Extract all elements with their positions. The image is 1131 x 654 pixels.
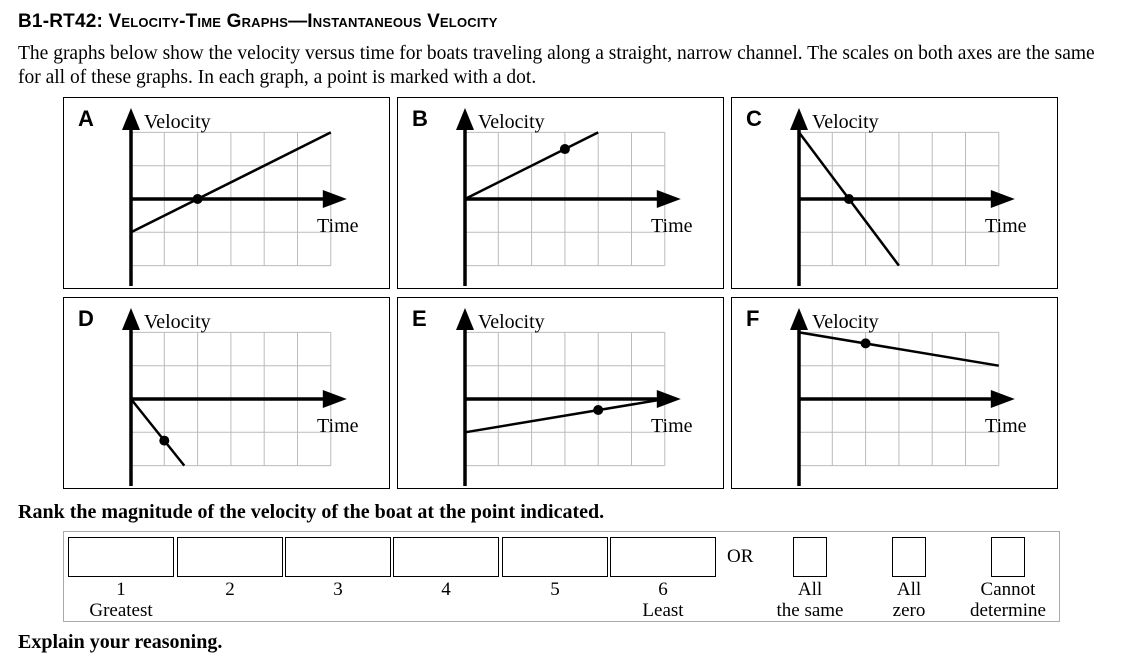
data-point	[159, 435, 170, 446]
rank-number: 4	[441, 579, 451, 600]
time-label: Time	[651, 415, 693, 437]
graph-plot	[456, 308, 681, 486]
graph-b: B Velocity Time	[397, 97, 724, 289]
velocity-label: Velocity	[478, 311, 545, 333]
data-point	[192, 194, 203, 204]
option-line2: determine	[970, 600, 1046, 621]
option-line2: zero	[892, 600, 926, 621]
data-line	[130, 398, 186, 467]
graph-label: A	[78, 106, 94, 131]
option-line1: All	[797, 579, 823, 600]
time-label: Time	[985, 415, 1027, 437]
graph-d: D Velocity Time	[63, 297, 390, 489]
rank-label: 5	[492, 579, 618, 600]
graph-label: B	[412, 106, 428, 131]
intro-text: The graphs below show the velocity versu…	[18, 43, 1095, 88]
rank-number: 2	[225, 579, 235, 600]
graph-plot	[456, 108, 681, 286]
velocity-axis-arrow	[456, 108, 474, 130]
rank-sub: Least	[642, 600, 684, 621]
data-point	[843, 194, 854, 204]
rank-1-box[interactable]	[68, 537, 174, 577]
option-checkbox[interactable]	[892, 537, 926, 577]
rank-5-box[interactable]	[502, 537, 608, 577]
velocity-label: Velocity	[144, 311, 211, 333]
rank-4-box[interactable]	[393, 537, 499, 577]
data-point	[860, 338, 871, 349]
rank-label: 2	[167, 579, 293, 600]
data-line	[464, 131, 599, 201]
data-line	[798, 331, 1000, 367]
rank-number: 6	[658, 579, 668, 600]
graph-c: C Velocity Time	[731, 97, 1058, 289]
time-label: Time	[651, 215, 693, 237]
rank-number: 5	[550, 579, 560, 600]
time-label: Time	[317, 215, 359, 237]
rank-number: 1	[116, 579, 126, 600]
velocity-axis-arrow	[790, 108, 808, 130]
time-axis-arrow	[322, 190, 347, 208]
option-checkbox[interactable]	[991, 537, 1025, 577]
graph-label: F	[746, 306, 760, 331]
page-title: B1-RT42: Velocity-Time Graphs—Instantane…	[18, 11, 498, 32]
option-line2: the same	[776, 600, 844, 621]
velocity-axis-arrow	[790, 308, 808, 330]
option-line1: All	[896, 579, 922, 600]
data-line	[464, 397, 666, 434]
velocity-axis-arrow	[122, 308, 140, 330]
velocity-label: Velocity	[144, 111, 211, 133]
rank-3-box[interactable]	[285, 537, 391, 577]
graph-f: F Velocity Time	[731, 297, 1058, 489]
data-line	[130, 131, 332, 234]
graph-e: E Velocity Time	[397, 297, 724, 489]
velocity-label: Velocity	[812, 311, 879, 333]
time-axis-arrow	[322, 390, 347, 408]
rank-label: 6 Least	[600, 579, 726, 621]
velocity-axis-arrow	[122, 108, 140, 130]
rank-6-box[interactable]	[610, 537, 716, 577]
velocity-label: Velocity	[478, 111, 545, 133]
option-label: Cannot determine	[948, 579, 1068, 621]
option-label: All the same	[750, 579, 870, 621]
graph-label: D	[78, 306, 94, 331]
graph-plot	[122, 308, 347, 486]
rank-label: 3	[275, 579, 401, 600]
graph-plot	[790, 108, 1015, 286]
rank-label: 1 Greatest	[58, 579, 184, 621]
option-line1: Cannot	[980, 579, 1036, 600]
graph-plot	[122, 108, 347, 286]
option-label: All zero	[849, 579, 969, 621]
time-label: Time	[317, 415, 359, 437]
time-axis-arrow	[990, 190, 1015, 208]
time-axis-arrow	[656, 390, 681, 408]
time-axis-arrow	[656, 190, 681, 208]
graph-label: C	[746, 106, 762, 131]
data-point	[593, 404, 604, 415]
option-checkbox[interactable]	[793, 537, 827, 577]
graph-plot	[790, 308, 1015, 486]
graph-label: E	[412, 306, 427, 331]
or-label: OR	[727, 546, 754, 567]
velocity-axis-arrow	[456, 308, 474, 330]
explain-prompt: Explain your reasoning.	[18, 631, 223, 653]
rank-label: 4	[383, 579, 509, 600]
rank-2-box[interactable]	[177, 537, 283, 577]
rank-sub: Greatest	[89, 600, 153, 621]
data-point	[559, 144, 570, 155]
rank-number: 3	[333, 579, 343, 600]
velocity-label: Velocity	[812, 111, 879, 133]
rank-question: Rank the magnitude of the velocity of th…	[18, 501, 605, 523]
graph-a: A Velocity Time	[63, 97, 390, 289]
ranking-area: OR 1 Greatest 2 3 4 5 6 Least All the same All zero…	[63, 531, 1060, 622]
time-label: Time	[985, 215, 1027, 237]
time-axis-arrow	[990, 390, 1015, 408]
